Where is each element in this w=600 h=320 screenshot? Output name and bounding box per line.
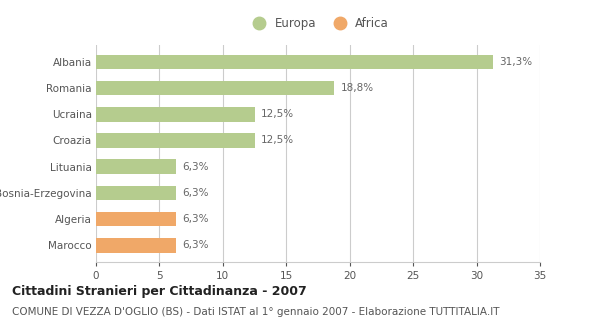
Text: 6,3%: 6,3% — [182, 214, 209, 224]
Bar — [96, 186, 176, 200]
Legend: Europa, Africa: Europa, Africa — [247, 17, 389, 30]
Bar — [96, 133, 254, 148]
Text: 6,3%: 6,3% — [182, 240, 209, 250]
Bar — [96, 212, 176, 226]
Text: 12,5%: 12,5% — [261, 109, 294, 119]
Text: COMUNE DI VEZZA D'OGLIO (BS) - Dati ISTAT al 1° gennaio 2007 - Elaborazione TUTT: COMUNE DI VEZZA D'OGLIO (BS) - Dati ISTA… — [12, 307, 499, 317]
Text: 18,8%: 18,8% — [341, 83, 374, 93]
Text: 6,3%: 6,3% — [182, 188, 209, 198]
Text: Cittadini Stranieri per Cittadinanza - 2007: Cittadini Stranieri per Cittadinanza - 2… — [12, 285, 307, 298]
Bar — [96, 107, 254, 122]
Bar — [96, 55, 493, 69]
Text: 6,3%: 6,3% — [182, 162, 209, 172]
Text: 31,3%: 31,3% — [499, 57, 533, 67]
Bar — [96, 238, 176, 252]
Bar — [96, 81, 334, 95]
Bar — [96, 159, 176, 174]
Text: 12,5%: 12,5% — [261, 135, 294, 146]
